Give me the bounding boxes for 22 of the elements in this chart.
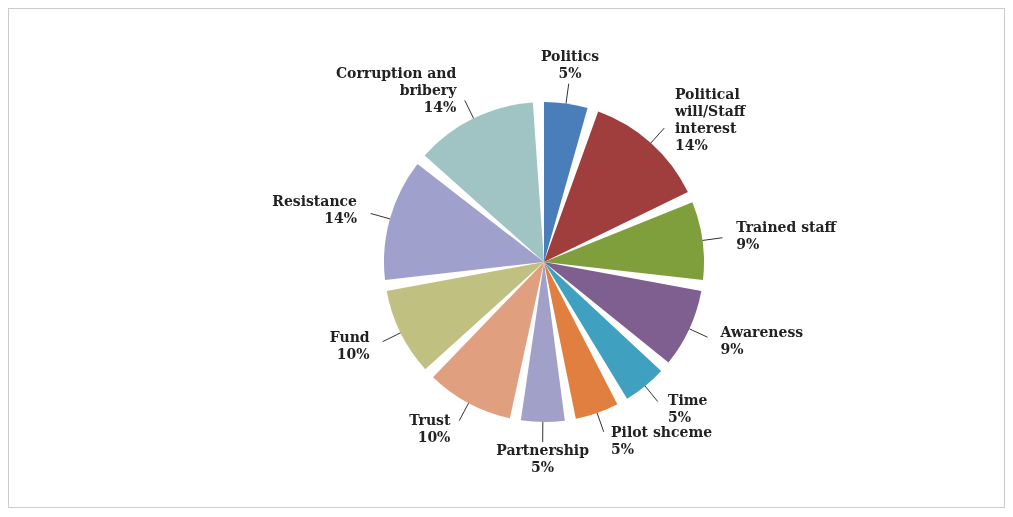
data-label: 14% xyxy=(674,137,708,154)
slice-label: Partnership xyxy=(496,442,590,459)
data-label: 5% xyxy=(668,408,692,425)
slice-label: Corruption and bribery xyxy=(335,65,458,99)
data-label: 14% xyxy=(324,210,358,227)
slice-label: Resistance xyxy=(272,193,358,210)
slice-label: Trust xyxy=(409,412,451,429)
data-label: 9% xyxy=(736,235,760,252)
slice-label: Awareness xyxy=(719,323,804,340)
slice-label: Fund xyxy=(329,328,370,345)
slice-label: Politics xyxy=(540,48,600,65)
data-label: 5% xyxy=(531,459,555,476)
data-label: 14% xyxy=(423,99,457,116)
data-label: 5% xyxy=(611,440,635,457)
slice-label: Time xyxy=(668,391,708,408)
slice-label: Trained staff xyxy=(736,218,838,235)
data-label: 10% xyxy=(336,345,370,362)
data-label: 5% xyxy=(558,65,582,82)
slice-label: Pilot shceme xyxy=(611,423,713,440)
slice-label: Political will/Staff interest xyxy=(673,86,747,137)
data-label: 10% xyxy=(417,429,451,446)
data-label: 9% xyxy=(720,340,744,357)
